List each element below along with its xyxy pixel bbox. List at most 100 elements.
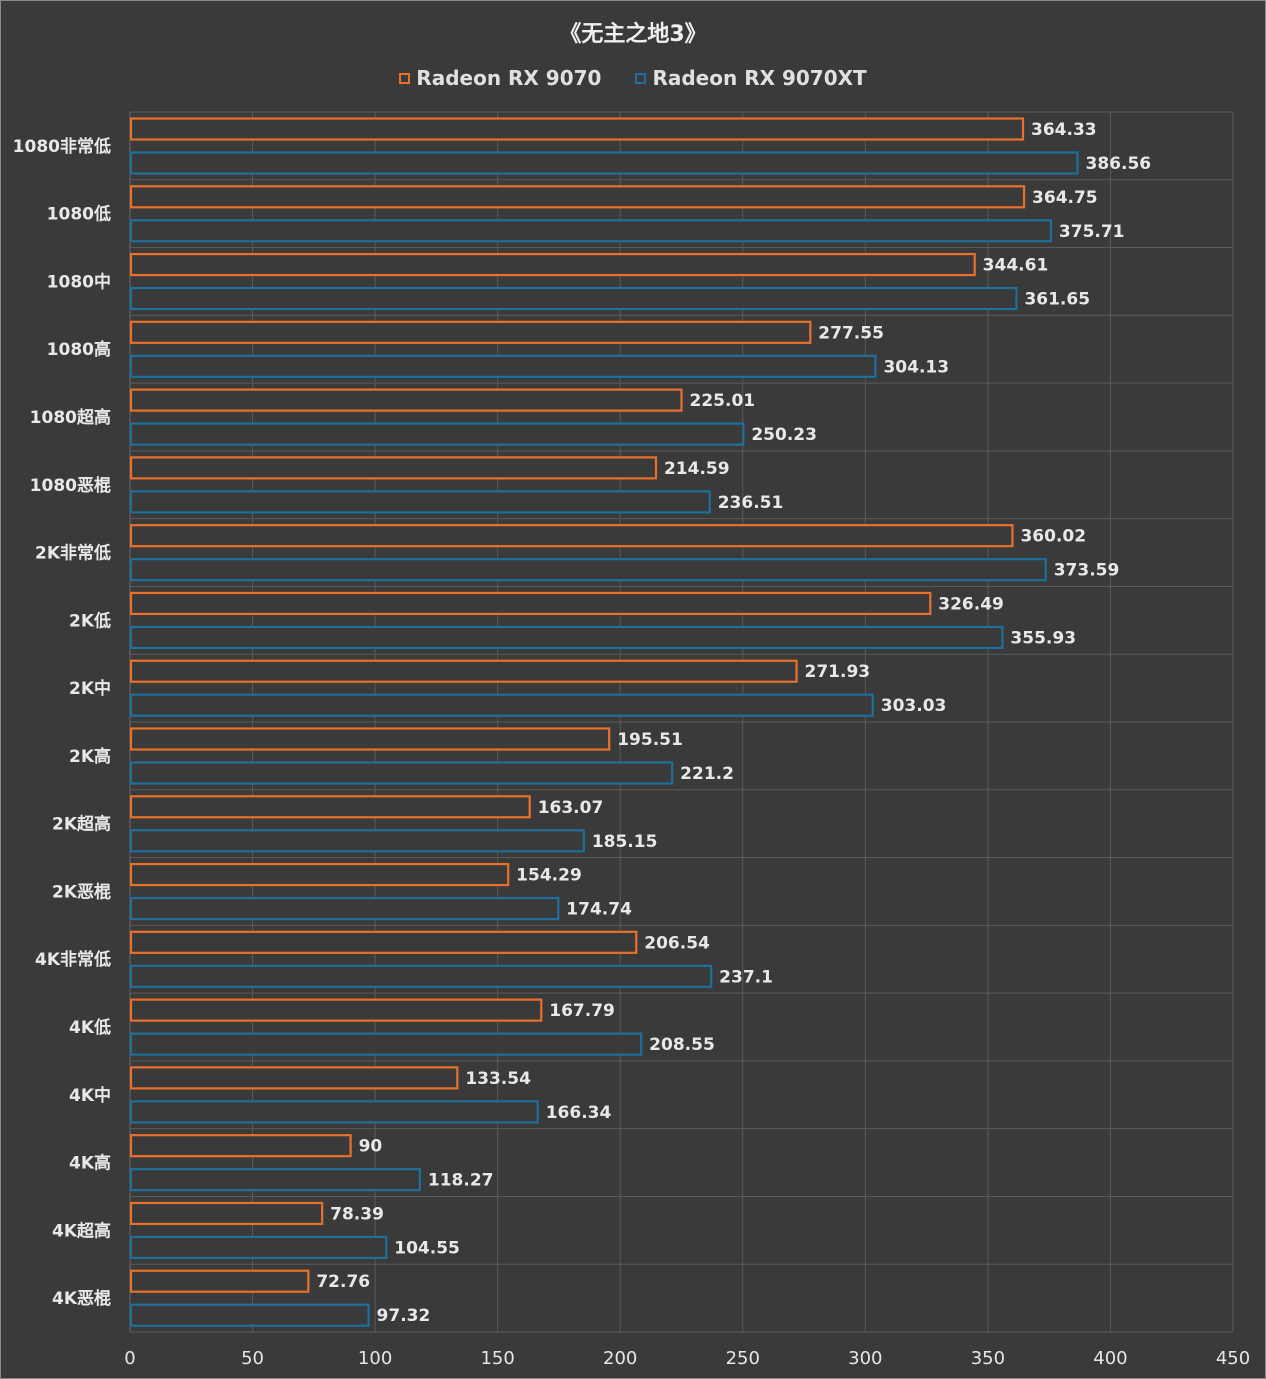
bar-series-1 [129,591,932,616]
bar-series-1 [129,1201,324,1226]
x-tick-label: 300 [848,1348,882,1369]
category-label: 2K高 [69,746,111,767]
bar-series-1 [129,320,812,344]
category-label: 4K高 [69,1153,111,1174]
data-label-series-1: 90 [359,1137,383,1157]
data-label-series-2: 185.15 [592,832,658,852]
bar-series-2 [129,286,1018,311]
data-label-series-1: 326.49 [938,594,1004,614]
bar-series-1 [129,659,798,683]
bar-series-2 [129,964,713,988]
legend-label-series-2: Radeon RX 9070XT [652,66,867,90]
category-label: 1080中 [47,271,111,292]
data-label-series-2: 166.34 [546,1103,612,1123]
data-label-series-2: 355.93 [1010,628,1076,648]
data-label-series-2: 104.55 [394,1238,460,1258]
bar-series-1 [129,524,1014,548]
data-label-series-1: 195.51 [617,730,683,750]
chart-legend: Radeon RX 9070 Radeon RX 9070XT [0,66,1266,90]
bar-series-1 [129,862,510,887]
bar-series-2 [129,829,585,853]
data-label-series-1: 214.59 [664,459,730,479]
data-label-series-1: 271.93 [805,662,871,682]
data-label-series-1: 206.54 [644,933,710,953]
bar-series-1 [129,1134,352,1158]
x-tick-label: 50 [241,1348,264,1369]
x-tick-label: 150 [480,1348,514,1369]
category-label: 1080高 [47,339,111,360]
category-label: 2K超高 [52,814,111,835]
x-tick-label: 0 [124,1348,135,1369]
bar-series-2 [129,761,674,785]
legend-item-series-2: Radeon RX 9070XT [635,66,867,90]
category-label: 1080超高 [30,407,111,428]
bar-series-1 [129,1269,310,1293]
bar-series-1 [129,252,976,277]
legend-swatch-series-1 [399,72,411,84]
x-tick-label: 100 [358,1348,392,1369]
category-label: 4K低 [69,1017,111,1038]
x-tick-label: 450 [1216,1348,1250,1369]
bar-series-1 [129,117,1025,141]
data-label-series-2: 118.27 [428,1171,494,1191]
x-tick-label: 250 [726,1348,760,1369]
category-label: 4K中 [69,1085,111,1106]
data-label-series-1: 360.02 [1020,527,1086,547]
bar-series-2 [129,354,877,378]
bar-series-1 [129,388,683,412]
bar-series-1 [129,1066,459,1090]
x-tick-label: 350 [971,1348,1005,1369]
bar-series-2 [129,1168,421,1192]
data-label-series-2: 373.59 [1054,561,1120,581]
data-label-series-1: 154.29 [516,866,582,886]
data-label-series-2: 208.55 [649,1035,715,1055]
data-label-series-2: 221.2 [680,764,734,784]
bar-series-2 [129,1303,370,1327]
bar-series-1 [129,727,611,751]
bar-series-2 [129,896,560,921]
category-label: 1080低 [47,204,111,225]
data-label-series-1: 364.33 [1031,120,1097,140]
bar-series-2 [129,1032,643,1056]
x-tick-label: 200 [603,1348,637,1369]
data-label-series-1: 72.76 [316,1272,370,1292]
bar-series-2 [129,1235,388,1260]
category-label: 2K恶棍 [52,881,111,902]
bar-series-2 [129,625,1004,650]
legend-label-series-1: Radeon RX 9070 [416,66,602,90]
data-label-series-1: 167.79 [549,1001,615,1021]
bar-series-1 [129,185,1026,209]
data-label-series-1: 163.07 [538,798,604,818]
category-label: 2K低 [69,610,111,631]
data-label-series-2: 386.56 [1086,154,1152,174]
bar-series-2 [129,1100,539,1124]
bar-series-2 [129,219,1053,243]
category-label: 1080恶棍 [30,475,111,496]
data-label-series-1: 344.61 [983,256,1049,276]
category-label: 4K超高 [52,1220,111,1241]
bar-series-1 [129,930,638,954]
data-label-series-2: 174.74 [566,900,632,920]
category-label: 4K恶棍 [52,1288,111,1309]
data-label-series-2: 375.71 [1059,222,1125,242]
bar-series-2 [129,422,745,446]
data-label-series-1: 277.55 [818,323,884,343]
data-label-series-2: 361.65 [1024,290,1090,310]
data-label-series-1: 78.39 [330,1204,384,1224]
category-label: 1080非常低 [13,136,111,157]
data-label-series-2: 250.23 [751,425,817,445]
chart-title: 《无主之地3》 [559,22,707,47]
bar-series-2 [129,558,1047,582]
bar-series-2 [129,693,874,717]
data-label-series-1: 364.75 [1032,188,1098,208]
legend-item-series-1: Radeon RX 9070 [399,66,601,90]
bar-series-1 [129,998,543,1022]
data-label-series-2: 303.03 [881,696,947,716]
data-label-series-2: 236.51 [718,493,784,513]
data-label-series-1: 133.54 [465,1069,531,1089]
legend-swatch-series-2 [635,72,647,84]
category-label: 2K非常低 [35,543,111,564]
bar-series-2 [129,490,711,514]
data-label-series-2: 304.13 [883,357,949,377]
